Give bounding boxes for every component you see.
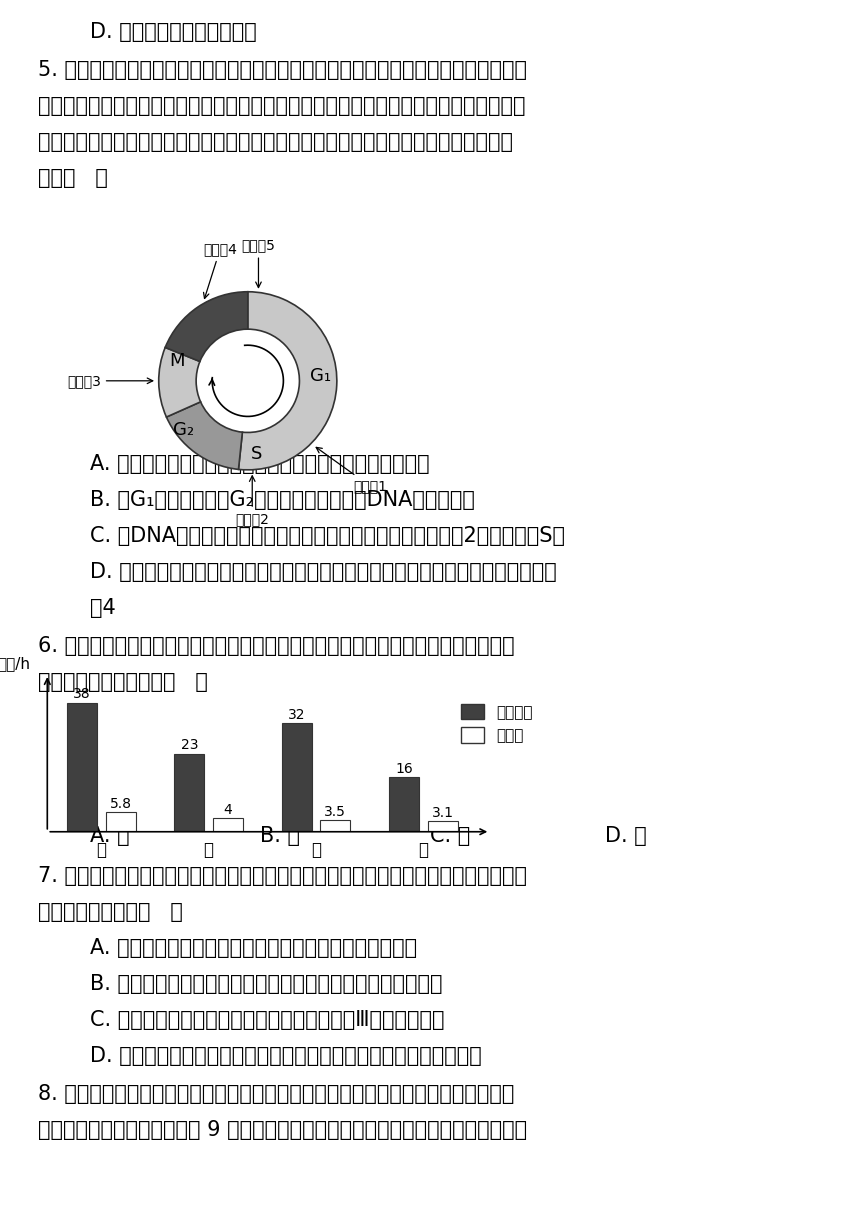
Text: 检验点4: 检验点4 (203, 242, 237, 298)
Text: 5.8: 5.8 (109, 796, 132, 811)
Text: D. 丁: D. 丁 (605, 826, 647, 846)
Text: 7. 光学显微镜观察细胞结构时，有时需要对样本进行染色，使其在显微镜下更加明显。: 7. 光学显微镜观察细胞结构时，有时需要对样本进行染色，使其在显微镜下更加明显。 (38, 866, 527, 886)
Text: 检验点3: 检验点3 (67, 373, 153, 388)
Text: 3.1: 3.1 (432, 806, 454, 820)
Text: D. 对洋葱根尖细胞的染色体进行染色，应使用醒酸洋红液等碱性染料: D. 对洋葱根尖细胞的染色体进行染色，应使用醒酸洋红液等碱性染料 (90, 1046, 482, 1066)
Text: 细胞周期才能进入下一个阶段运行，细胞癌变与细胞周期调控异常有关。下列叙述正确: 细胞周期才能进入下一个阶段运行，细胞癌变与细胞周期调控异常有关。下列叙述正确 (38, 133, 513, 152)
Text: 16: 16 (396, 762, 413, 776)
Bar (320, 820, 350, 832)
Text: 检验点1: 检验点1 (316, 447, 387, 492)
Text: 5. 为了保证细胞周期的正常运转，细胞自身存在着一系列监控系统（检验点），对细胞: 5. 为了保证细胞周期的正常运转，细胞自身存在着一系列监控系统（检验点），对细胞 (38, 60, 527, 80)
Wedge shape (167, 401, 243, 469)
Text: 32: 32 (288, 708, 305, 722)
Text: 38: 38 (73, 687, 90, 702)
Text: S: S (251, 445, 262, 463)
Text: 周期的过程是否发生异常加以检测，部分检验点如图所示。只有当相应的过程正常完成，: 周期的过程是否发生异常加以检测，部分检验点如图所示。只有当相应的过程正常完成， (38, 96, 525, 116)
Bar (213, 818, 243, 832)
Text: 23: 23 (181, 738, 198, 753)
Text: 检验点2: 检验点2 (236, 475, 269, 525)
Text: D. 着丝粒分裂和细胞质分裂: D. 着丝粒分裂和细胞质分裂 (90, 22, 257, 43)
Text: C. 观察花生子叶中的脂肪颗粒时，需先用苏丹Ⅲ染液对其染色: C. 观察花生子叶中的脂肪颗粒时，需先用苏丹Ⅲ染液对其染色 (90, 1010, 445, 1030)
Bar (67, 703, 97, 832)
Text: G₂: G₂ (173, 421, 194, 439)
Wedge shape (165, 292, 248, 361)
Bar (175, 754, 205, 832)
Wedge shape (159, 348, 200, 417)
Legend: 细胞周期, 分裂期: 细胞周期, 分裂期 (455, 698, 538, 749)
Text: A. 甲: A. 甲 (90, 826, 130, 846)
Text: 检验点5: 检验点5 (242, 238, 275, 287)
Wedge shape (238, 292, 337, 469)
Bar (389, 777, 419, 832)
Text: B. 乙: B. 乙 (260, 826, 300, 846)
Text: 下列说法错误的是（   ）: 下列说法错误的是（ ） (38, 902, 183, 922)
Text: 的是（   ）: 的是（ ） (38, 168, 108, 188)
Text: B. 与G₁期细胞相比，G₂期细胞中染色体及核DNA数量均加倍: B. 与G₁期细胞相比，G₂期细胞中染色体及核DNA数量均加倍 (90, 490, 475, 510)
Text: C. 丙: C. 丙 (430, 826, 470, 846)
Bar (106, 812, 136, 832)
Text: 时间/h: 时间/h (0, 657, 30, 671)
Text: D. 检验发生分离的染色体是否正确到达细胞两极，从而决定胞质是否分裂的是检验: D. 检验发生分离的染色体是否正确到达细胞两极，从而决定胞质是否分裂的是检验 (90, 562, 556, 582)
Text: 4: 4 (224, 803, 232, 817)
Text: 最适合做实验材料的是（   ）: 最适合做实验材料的是（ ） (38, 672, 208, 692)
Text: 从横切面看，每个中心粒是由 9 组微管组成，微管属于细胞骨架。细胞分裂时，中心体: 从横切面看，每个中心粒是由 9 组微管组成，微管属于细胞骨架。细胞分裂时，中心体 (38, 1120, 527, 1141)
Text: B. 高倍镜下可看到叶肉细胞中叶绿体的形态和分布，无需染色: B. 高倍镜下可看到叶肉细胞中叶绿体的形态和分布，无需染色 (90, 974, 443, 993)
Text: 6. 甲、乙、丙、丁代表实验材料，欲在显微视野中观察有丝分裂各时期的细胞，图中: 6. 甲、乙、丙、丁代表实验材料，欲在显微视野中观察有丝分裂各时期的细胞，图中 (38, 636, 514, 655)
Bar (427, 821, 458, 832)
Text: G₁: G₁ (310, 367, 331, 385)
Text: A. 若需要观察的样本染色较浅，反光镜应由平面调至凹面: A. 若需要观察的样本染色较浅，反光镜应由平面调至凹面 (90, 938, 417, 958)
Text: A. 同一生物个体中的不同种类细胞，其细胞周期的时间相同: A. 同一生物个体中的不同种类细胞，其细胞周期的时间相同 (90, 454, 430, 474)
Text: 点4: 点4 (90, 598, 116, 618)
Text: 8. 中心体位于细胞的中心部位，由两个相互垂直的中心粒和周围的一些蛋白质构成。: 8. 中心体位于细胞的中心部位，由两个相互垂直的中心粒和周围的一些蛋白质构成。 (38, 1083, 514, 1104)
Text: M: M (169, 353, 184, 370)
Text: 3.5: 3.5 (324, 805, 347, 818)
Text: C. 用DNA合成阻断法实现癌细胞周期同步化，主要激活检验点2将其阻滞在S期: C. 用DNA合成阻断法实现癌细胞周期同步化，主要激活检验点2将其阻滞在S期 (90, 527, 565, 546)
Bar (281, 724, 311, 832)
